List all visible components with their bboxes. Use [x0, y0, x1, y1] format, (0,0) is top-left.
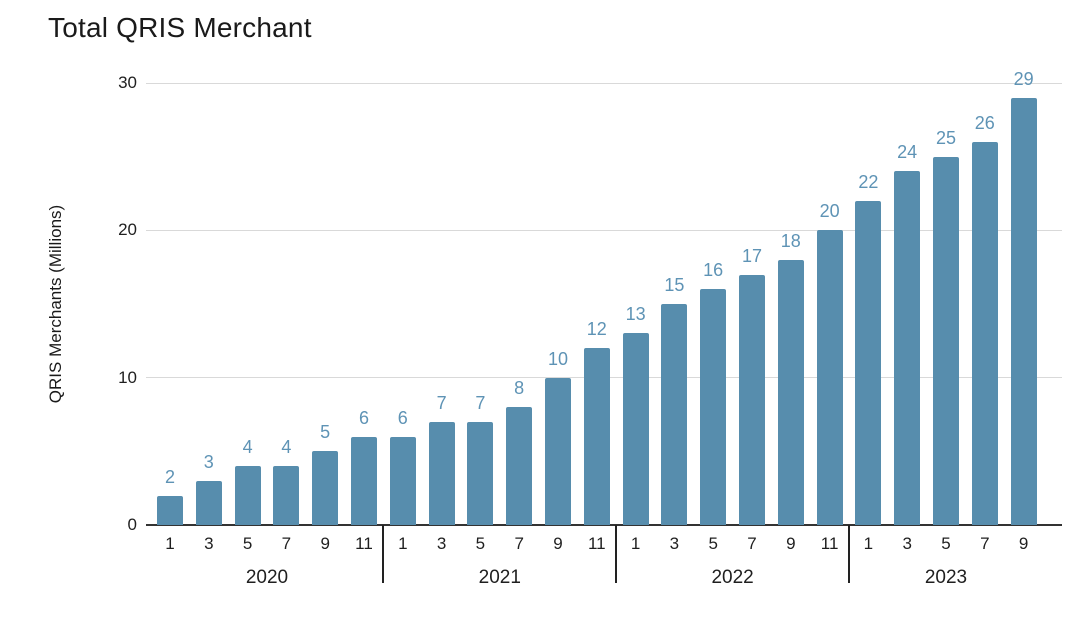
y-tick-label: 30: [118, 73, 137, 92]
bar-value-label: 6: [358, 407, 369, 428]
bar-value-label: 25: [935, 127, 957, 148]
x-tick-label: 7: [514, 534, 524, 553]
bar-value-label: 24: [897, 142, 918, 163]
bar-value-label: 6: [397, 407, 408, 428]
bar-value-label: 22: [858, 171, 879, 192]
bar-value-label: 3: [203, 451, 214, 472]
bar-value-label: 16: [703, 260, 724, 281]
y-axis-title: QRIS Merchants (Millions): [46, 204, 65, 404]
x-tick-label: 7: [747, 534, 757, 553]
bar: [777, 259, 804, 525]
bar: [273, 466, 300, 525]
x-tick-label: 11: [587, 534, 606, 553]
bar: [661, 304, 688, 525]
bar: [351, 436, 377, 525]
bar-value-label: 7: [436, 392, 447, 413]
x-tick-label: 1: [630, 534, 641, 553]
bar-value-label: 12: [586, 319, 607, 340]
x-axis: 1 3 5 7 9 11 2020 1 3 5 7 9 11 2021 1 3 5 7 9 11 2022 1 3 5 7 9 20…: [146, 525, 1062, 605]
bar-value-label: 5: [320, 422, 331, 443]
x-tick-label: 5: [242, 534, 253, 553]
x-tick-label: 7: [980, 534, 990, 553]
bar: [1010, 97, 1037, 525]
bar-value-label: 7: [475, 392, 486, 413]
bar-value-label: 17: [741, 245, 763, 266]
year-label: 2023: [924, 567, 968, 588]
x-axis-line: [146, 524, 1062, 526]
bar-value-label: 10: [547, 348, 569, 369]
bar: [157, 495, 183, 525]
bar: [545, 377, 571, 525]
x-tick-label: 11: [820, 534, 839, 553]
bar: [389, 436, 416, 525]
bar-value-label: 4: [242, 437, 253, 458]
bar: [894, 171, 921, 525]
bar: [467, 421, 494, 525]
bar-value-label: 4: [281, 437, 292, 458]
plot-area: 0 10 20 30 2 3 4 4 5 6 6 7 7 8 10 12 13 15 16 17 18 20 22 24 25 2…: [118, 69, 1062, 534]
bar-value-label: 2: [164, 466, 175, 487]
x-tick-label: 3: [669, 534, 680, 553]
bar-value-label: 8: [514, 378, 525, 399]
year-label: 2020: [245, 567, 289, 588]
bar: [855, 200, 882, 525]
y-tick-label: 20: [118, 220, 137, 240]
bar: [428, 421, 455, 525]
x-tick-label: 9: [786, 534, 796, 553]
bar-value-label: 26: [974, 112, 995, 133]
bar-value-label: 13: [625, 304, 646, 325]
chart-title: Total QRIS Merchant: [48, 12, 312, 43]
x-tick-label: 1: [863, 534, 874, 553]
bar: [583, 348, 610, 525]
bar: [195, 480, 222, 525]
bar: [971, 141, 998, 525]
year-label: 2021: [478, 567, 521, 588]
y-tick-label: 10: [118, 367, 137, 387]
x-tick-label: 5: [475, 534, 486, 553]
x-tick-label: 1: [398, 534, 408, 553]
bar: [312, 451, 339, 525]
bar: [506, 407, 533, 525]
x-tick-label: 9: [553, 534, 563, 553]
bar: [700, 289, 727, 525]
year-label: 2022: [711, 567, 754, 588]
year-separator: [848, 525, 850, 583]
x-tick-label: 3: [436, 534, 447, 553]
bar: [622, 333, 649, 525]
bar: [933, 156, 959, 525]
x-tick-label: 3: [902, 534, 912, 553]
bar: [739, 274, 765, 525]
bar-value-label: 18: [780, 230, 801, 251]
x-tick-label: 5: [708, 534, 718, 553]
bar: [234, 466, 261, 525]
x-tick-label: 9: [320, 534, 330, 553]
bar: [816, 230, 843, 525]
gridline: [146, 229, 1062, 231]
bar-value-label: 20: [819, 201, 840, 222]
x-tick-label: 5: [941, 534, 951, 553]
gridline: [146, 82, 1062, 84]
x-tick-label: 11: [355, 534, 373, 553]
y-tick-label: 0: [127, 515, 137, 534]
x-tick-label: 7: [281, 534, 292, 553]
x-tick-label: 9: [1018, 534, 1029, 553]
year-separator: [615, 525, 618, 583]
x-tick-label: 3: [204, 534, 214, 553]
x-tick-label: 1: [165, 534, 175, 553]
bar-value-label: 29: [1013, 68, 1034, 89]
bar-value-label: 15: [664, 275, 685, 295]
year-separator: [382, 525, 385, 583]
